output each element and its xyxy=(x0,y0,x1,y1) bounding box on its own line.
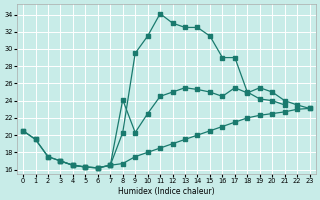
X-axis label: Humidex (Indice chaleur): Humidex (Indice chaleur) xyxy=(118,187,215,196)
